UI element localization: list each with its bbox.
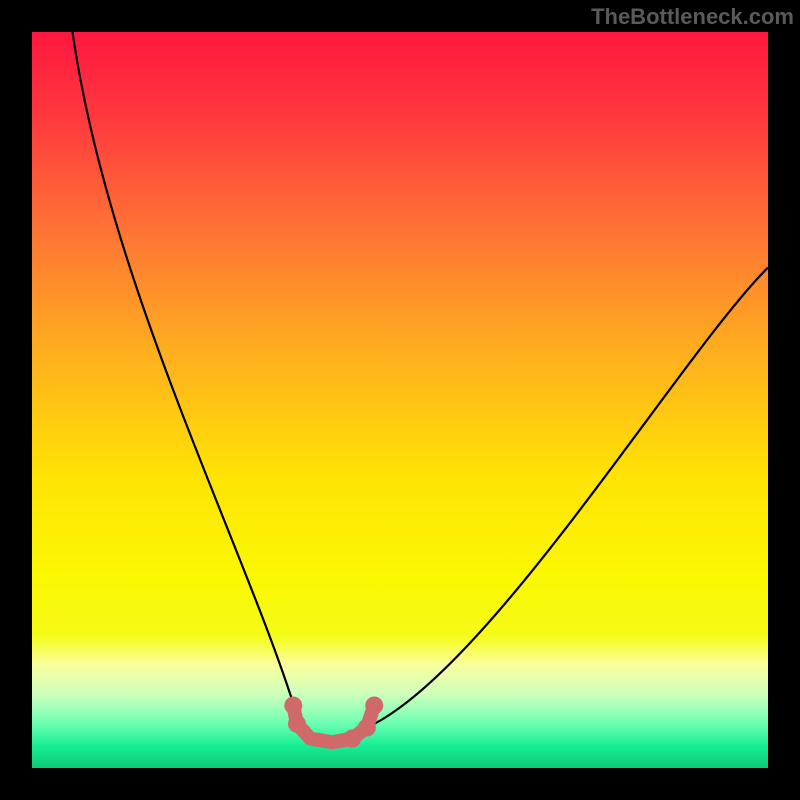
watermark-text: TheBottleneck.com xyxy=(591,4,794,30)
plot-svg xyxy=(32,32,768,768)
gradient-background xyxy=(32,32,768,768)
border-bottom xyxy=(0,768,800,800)
border-left xyxy=(0,0,32,800)
border-right xyxy=(768,0,800,800)
chart-frame: TheBottleneck.com xyxy=(0,0,800,800)
plot-area xyxy=(32,32,768,768)
